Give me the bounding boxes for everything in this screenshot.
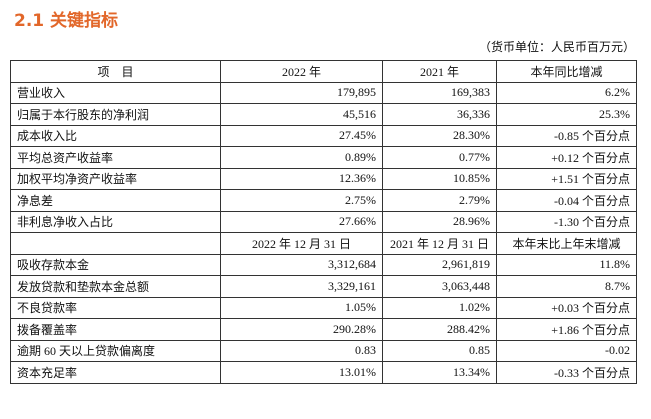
table-row: 净息差 2.75% 2.79% -0.04 个百分点 <box>10 189 637 212</box>
cell: 3,063,448 <box>382 275 497 298</box>
cell: 28.96% <box>382 210 497 233</box>
cell: 0.83 <box>220 339 383 362</box>
row-label: 归属于本行股东的净利润 <box>10 103 221 126</box>
table-row: 吸收存款本金 3,312,684 2,961,819 11.8% <box>10 253 637 276</box>
table-row: 营业收入 179,895 169,383 6.2% <box>10 81 637 104</box>
cell: 0.85 <box>382 339 497 362</box>
cell: 12.36% <box>220 167 383 190</box>
row-label: 平均总资产收益率 <box>10 146 221 169</box>
table-row: 成本收入比 27.45% 28.30% -0.85 个百分点 <box>10 124 637 147</box>
indicator-table: 项 目 2022 年 2021 年本年同比增减 营业收入 179,895 169,383 6… <box>10 60 637 384</box>
cell: 0.77% <box>382 146 497 169</box>
cell: 25.3% <box>496 103 637 126</box>
column-header: 2022 年 <box>220 60 383 83</box>
column-header: 本年同比增减 <box>496 60 637 83</box>
cell: 45,516 <box>220 103 383 126</box>
cell: 27.45% <box>220 124 383 147</box>
cell: 11.8% <box>496 253 637 276</box>
table-row: 不良贷款率 1.05% 1.02% +0.03 个百分点 <box>10 296 637 319</box>
cell: 13.01% <box>220 361 383 384</box>
table-row: 2022 年 12 月 31 日 2021 年 12 月 31 日本年末比上年末增… <box>10 232 637 255</box>
cell: 36,336 <box>382 103 497 126</box>
table-row: 项 目 2022 年 2021 年本年同比增减 <box>10 60 637 83</box>
table-row: 逾期 60 天以上贷款偏离度 0.83 0.85 -0.02 <box>10 339 637 362</box>
table-row: 资本充足率 13.01% 13.34% -0.33 个百分点 <box>10 361 637 384</box>
cell: 2.79% <box>382 189 497 212</box>
cell: -0.33 个百分点 <box>496 361 637 384</box>
table-row: 拨备覆盖率 290.28% 288.42% +1.86 个百分点 <box>10 318 637 341</box>
cell: 8.7% <box>496 275 637 298</box>
row-label: 拨备覆盖率 <box>10 318 221 341</box>
cell: 1.05% <box>220 296 383 319</box>
table-row: 平均总资产收益率 0.89% 0.77% +0.12 个百分点 <box>10 146 637 169</box>
cell: 13.34% <box>382 361 497 384</box>
row-label: 营业收入 <box>10 81 221 104</box>
column-header: 本年末比上年末增减 <box>496 232 637 255</box>
cell: +1.86 个百分点 <box>496 318 637 341</box>
cell: 179,895 <box>220 81 383 104</box>
cell: 27.66% <box>220 210 383 233</box>
cell: -0.04 个百分点 <box>496 189 637 212</box>
section-title: 2.1 关键指标 <box>14 11 119 31</box>
table-row: 非利息净收入占比 27.66% 28.96% -1.30 个百分点 <box>10 210 637 233</box>
empty-cell <box>10 232 221 255</box>
row-label: 吸收存款本金 <box>10 253 221 276</box>
row-label: 资本充足率 <box>10 361 221 384</box>
cell: 290.28% <box>220 318 383 341</box>
cell: -0.02 <box>496 339 637 362</box>
row-label: 成本收入比 <box>10 124 221 147</box>
cell: 2,961,819 <box>382 253 497 276</box>
row-label: 加权平均净资产收益率 <box>10 167 221 190</box>
cell: 28.30% <box>382 124 497 147</box>
cell: +0.12 个百分点 <box>496 146 637 169</box>
cell: +0.03 个百分点 <box>496 296 637 319</box>
table-body: 项 目 2022 年 2021 年本年同比增减 营业收入 179,895 169,383 6… <box>10 60 637 384</box>
cell: 169,383 <box>382 81 497 104</box>
cell: -1.30 个百分点 <box>496 210 637 233</box>
row-label: 净息差 <box>10 189 221 212</box>
row-label: 逾期 60 天以上贷款偏离度 <box>10 339 221 362</box>
column-header: 2021 年 <box>382 60 497 83</box>
row-label: 发放贷款和垫款本金总额 <box>10 275 221 298</box>
table-row: 归属于本行股东的净利润 45,516 36,336 25.3% <box>10 103 637 126</box>
cell: 0.89% <box>220 146 383 169</box>
cell: -0.85 个百分点 <box>496 124 637 147</box>
cell: 6.2% <box>496 81 637 104</box>
row-label: 不良贷款率 <box>10 296 221 319</box>
row-label: 非利息净收入占比 <box>10 210 221 233</box>
column-header: 项 目 <box>10 60 221 83</box>
cell: 2.75% <box>220 189 383 212</box>
cell: 288.42% <box>382 318 497 341</box>
cell: 10.85% <box>382 167 497 190</box>
table-row: 加权平均净资产收益率 12.36% 10.85% +1.51 个百分点 <box>10 167 637 190</box>
cell: +1.51 个百分点 <box>496 167 637 190</box>
column-header: 2022 年 12 月 31 日 <box>220 232 383 255</box>
column-header: 2021 年 12 月 31 日 <box>382 232 497 255</box>
cell: 3,312,684 <box>220 253 383 276</box>
table-row: 发放贷款和垫款本金总额 3,329,161 3,063,448 8.7% <box>10 275 637 298</box>
cell: 3,329,161 <box>220 275 383 298</box>
unit-note: （货币单位：人民币百万元） <box>478 40 635 54</box>
cell: 1.02% <box>382 296 497 319</box>
